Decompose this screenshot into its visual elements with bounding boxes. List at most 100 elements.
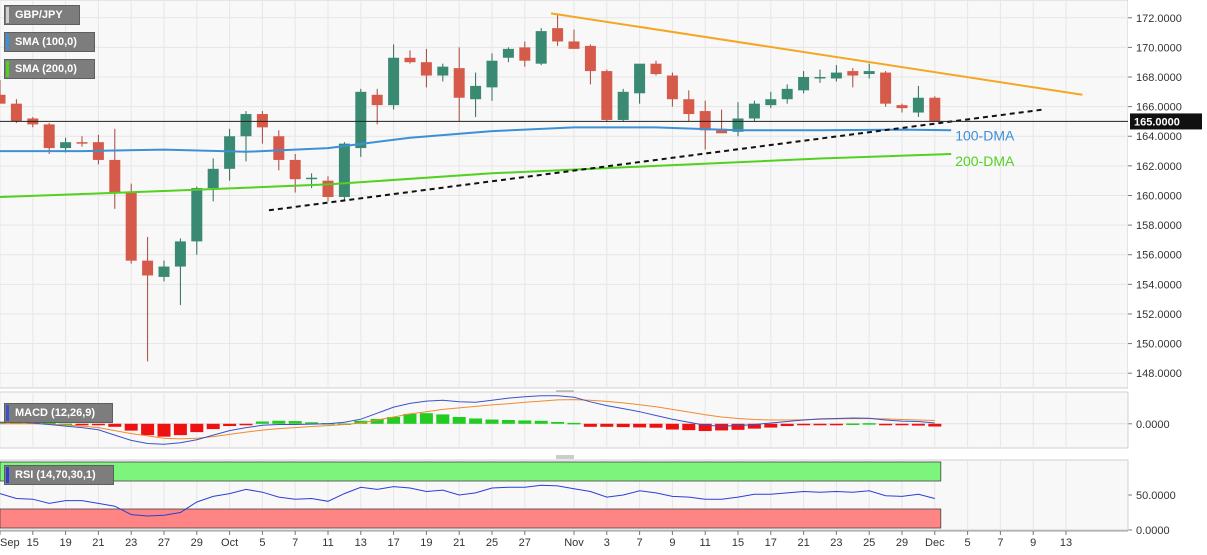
- price-y-tick-label: 164.0000: [1136, 131, 1182, 143]
- macd-histogram-bar: [649, 423, 663, 428]
- candle-body: [174, 241, 186, 267]
- macd-histogram-bar: [354, 420, 368, 424]
- candle-body: [502, 48, 514, 58]
- candle-body: [338, 143, 350, 197]
- candle-body: [634, 63, 646, 94]
- price-y-tick-label: 154.0000: [1136, 279, 1182, 291]
- rsi-panel: [0, 459, 1129, 531]
- candle-body: [109, 159, 121, 193]
- macd-signal-line: [0, 399, 935, 440]
- candle-body: [470, 85, 482, 100]
- macd-panel-bg: [0, 391, 1129, 449]
- candle-body: [404, 57, 416, 63]
- x-axis: Sep 15 19 21 23 27 29 Oct 5 7 11 13 17 19 21 25 27 Nov 3 7 9…: [0, 530, 1128, 549]
- x-tick-label: 3: [604, 537, 610, 549]
- current-price-badge: [1130, 113, 1202, 130]
- x-tick-label: 27: [519, 537, 531, 549]
- macd-histogram-bar: [698, 423, 712, 432]
- candle-body: [732, 118, 744, 132]
- sma200-legend[interactable]: SMA (200,0): [4, 59, 95, 79]
- candle-body: [601, 71, 613, 120]
- price-y-tick-label: 166.0000: [1136, 102, 1182, 114]
- candle-body: [0, 94, 6, 104]
- candle-body: [355, 91, 367, 149]
- candle-body: [830, 72, 842, 79]
- axis-bg: [1128, 0, 1207, 555]
- price-y-tick-label: 152.0000: [1136, 309, 1182, 321]
- candle-body: [929, 97, 941, 122]
- rsi-label: RSI (14,70,30,1): [15, 469, 96, 481]
- price-panel-bg: [0, 0, 1129, 389]
- macd-histogram-bar: [567, 422, 581, 425]
- macd-histogram-bar: [616, 423, 630, 428]
- macd-histogram-bar: [813, 423, 827, 426]
- candle-body: [486, 60, 498, 88]
- x-tick-label: Nov: [564, 537, 584, 549]
- sma100-label: SMA (100,0): [15, 36, 77, 48]
- candle-body: [142, 260, 154, 276]
- dma100-label: 100-DMA: [955, 127, 1015, 143]
- candle-body: [371, 94, 383, 106]
- macd-histogram-bar: [141, 423, 155, 436]
- candle-body: [388, 57, 400, 106]
- candle-body: [519, 47, 531, 61]
- sma100-swatch: [6, 34, 9, 50]
- sma100-legend[interactable]: SMA (100,0): [4, 32, 95, 52]
- x-tick-label: 21: [92, 537, 104, 549]
- x-tick-label: 5: [965, 537, 971, 549]
- candle-body: [798, 77, 810, 91]
- x-tick-label: Oct: [221, 537, 238, 549]
- candle-body: [125, 192, 137, 261]
- candle-body: [552, 28, 564, 42]
- candle-body: [683, 99, 695, 115]
- macd-histogram-bar: [387, 416, 401, 424]
- macd-histogram-bar: [846, 423, 860, 425]
- macd-histogram-bar: [583, 423, 597, 427]
- x-tick-label: Sep: [0, 537, 20, 549]
- candle-body: [420, 62, 432, 76]
- macd-histogram-bar: [75, 423, 89, 426]
- x-tick-label: 29: [896, 537, 908, 549]
- candle-body: [207, 168, 219, 189]
- macd-histogram-bar: [731, 423, 745, 430]
- symbol-swatch: [6, 7, 9, 23]
- x-tick-label: 15: [27, 537, 39, 549]
- macd-histogram-bar: [715, 423, 729, 431]
- x-tick-label: 7: [637, 537, 643, 549]
- rsi-legend[interactable]: RSI (14,70,30,1): [4, 465, 114, 485]
- macd-legend[interactable]: MACD (12,26,9): [4, 403, 113, 423]
- symbol-legend[interactable]: GBP/JPY: [4, 5, 80, 25]
- macd-histogram-bar: [272, 420, 286, 424]
- macd-histogram-bar: [255, 421, 269, 424]
- x-tick-label: 17: [387, 537, 399, 549]
- candle-body: [535, 31, 547, 64]
- candle-body: [453, 68, 465, 98]
- macd-histogram-bar: [928, 423, 942, 427]
- macd-histogram-bar: [518, 420, 532, 424]
- sma200-swatch: [6, 61, 9, 77]
- current-price-label: 165.0000: [1134, 116, 1180, 128]
- macd-histogram-bar: [91, 423, 105, 426]
- macd-histogram-bar: [797, 423, 811, 426]
- macd-histogram-bar: [223, 423, 237, 427]
- symbol-label: GBP/JPY: [15, 9, 63, 21]
- candle-body: [847, 71, 859, 76]
- x-tick-label: 23: [125, 537, 137, 549]
- x-tick-label: 19: [420, 537, 432, 549]
- rsi-swatch: [6, 467, 9, 483]
- macd-histogram-bar: [436, 414, 450, 424]
- macd-histogram-bar: [682, 423, 696, 431]
- candle-body: [306, 177, 318, 180]
- macd-histogram-bar: [534, 420, 548, 424]
- macd-histogram-bar: [747, 423, 761, 429]
- price-y-tick-label: 160.0000: [1136, 190, 1182, 202]
- x-tick-label: 5: [259, 537, 265, 549]
- macd-histogram-bar: [403, 413, 417, 424]
- candle-body: [880, 72, 892, 104]
- candle-body: [76, 142, 88, 144]
- candle-body: [60, 142, 72, 149]
- macd-histogram-bar: [206, 423, 220, 430]
- x-tick-label: 25: [486, 537, 498, 549]
- macd-panel: [0, 391, 1129, 449]
- macd-histogram-bar: [665, 423, 679, 430]
